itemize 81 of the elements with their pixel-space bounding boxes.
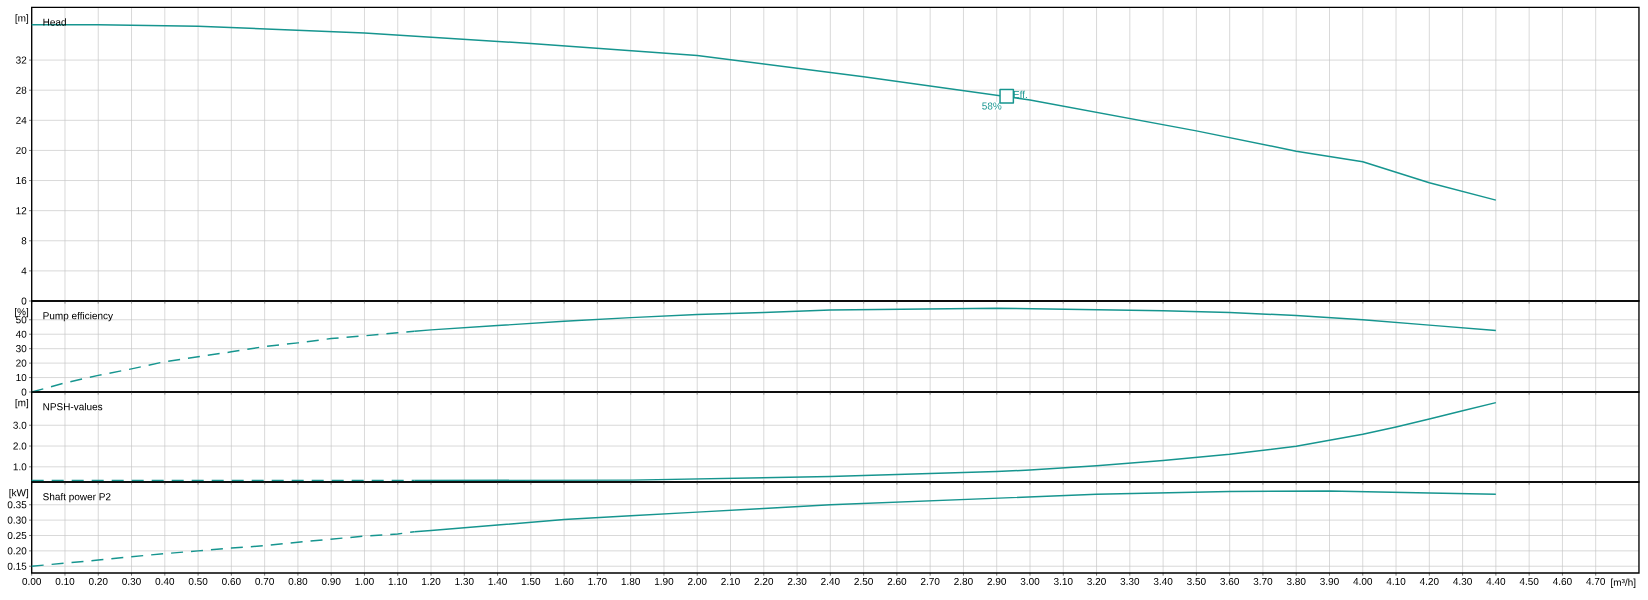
- y-tick-label: 0: [21, 388, 27, 396]
- y-tick-label: 24: [16, 116, 27, 124]
- y-tick-label: 30: [16, 345, 27, 353]
- x-tick-label: 4.70: [1586, 577, 1606, 586]
- x-tick-label: 3.60: [1220, 577, 1239, 586]
- x-tick-label: 0.40: [155, 577, 175, 586]
- y-tick-label: 0: [21, 297, 27, 305]
- y-axis-title: [kW]: [9, 488, 29, 499]
- x-tick-label: 2.30: [787, 577, 807, 586]
- y-tick-label: 40: [15, 330, 27, 338]
- text: Shaft power P2: [43, 492, 111, 503]
- y-tick-label: 32: [16, 56, 27, 64]
- x-tick-label: 0.10: [55, 577, 75, 586]
- x-tick-label: 1.30: [455, 577, 474, 586]
- x-tick-label: 4.00: [1353, 577, 1373, 586]
- y-tick-label: 16: [16, 177, 27, 185]
- x-tick-label: 0.90: [321, 577, 341, 586]
- text: Pump efficiency: [43, 311, 114, 322]
- y-tick-label: 0.20: [7, 547, 27, 555]
- y-tick-label: 20: [16, 146, 27, 154]
- x-tick-label: 0.30: [122, 577, 141, 586]
- x-tick-label: 3.80: [1286, 577, 1306, 586]
- x-tick-label: 0.20: [88, 577, 108, 586]
- x-tick-label: 3.50: [1187, 577, 1206, 586]
- x-tick-label: 3.10: [1053, 577, 1073, 586]
- x-tick-label: 3.40: [1153, 577, 1173, 586]
- y-tick-label: 2.0: [13, 442, 27, 450]
- x-tick-label: 1.60: [555, 577, 574, 586]
- y-tick-label: 0.30: [7, 516, 27, 524]
- y-tick-label: 0.25: [7, 531, 27, 540]
- x-tick-label: 4.60: [1552, 577, 1572, 586]
- x-tick-label: 0.70: [255, 577, 274, 586]
- y-tick-label: 4: [21, 267, 27, 275]
- x-tick-label: 2.10: [721, 577, 740, 586]
- y-axis-title: [%]: [15, 307, 29, 318]
- y-tick-label: 50: [16, 316, 27, 324]
- x-tick-label: 2.90: [987, 577, 1007, 586]
- x-tick-label: 2.00: [688, 577, 707, 586]
- y-tick-label: 20: [16, 359, 27, 367]
- x-tick-label: 0.50: [188, 577, 208, 586]
- x-tick-label: 4.10: [1386, 577, 1406, 586]
- x-tick-label: 2.40: [821, 577, 840, 586]
- x-tick-label: 1.90: [654, 577, 674, 586]
- y-tick-label: 10: [16, 374, 27, 382]
- x-tick-label: 2.50: [854, 577, 873, 586]
- x-tick-label: 0.00: [22, 577, 42, 586]
- y-tick-label: 3.0: [13, 421, 27, 429]
- x-tick-label: 1.80: [621, 577, 641, 586]
- text: NPSH-values: [43, 402, 103, 411]
- x-axis-title: [m³/h]: [1611, 578, 1636, 588]
- x-tick-label: 1.70: [588, 577, 607, 586]
- y-tick-label: 12: [16, 207, 27, 215]
- x-tick-label: 2.20: [754, 577, 774, 586]
- x-tick-label: 0.80: [288, 577, 308, 586]
- x-tick-label: 2.60: [887, 577, 907, 586]
- y-axis-title: [m]: [15, 14, 29, 24]
- x-tick-label: 4.20: [1419, 577, 1439, 586]
- x-tick-label: 1.50: [521, 577, 541, 586]
- y-axis-title: [m]: [15, 398, 29, 409]
- x-tick-label: 4.40: [1486, 577, 1506, 586]
- x-tick-label: 1.40: [488, 577, 507, 586]
- x-tick-label: 4.50: [1519, 577, 1539, 586]
- text: Head: [43, 18, 66, 26]
- x-tick-label: 3.20: [1087, 577, 1106, 586]
- y-tick-label: 8: [21, 237, 27, 245]
- x-tick-label: 3.90: [1320, 577, 1339, 586]
- annotation: 58%: [982, 102, 1002, 110]
- x-tick-label: 1.20: [422, 577, 441, 586]
- x-tick-label: 1.00: [355, 577, 374, 586]
- x-tick-label: 3.30: [1120, 577, 1140, 586]
- y-tick-label: 1.0: [13, 463, 27, 471]
- x-tick-label: 0.60: [222, 577, 241, 586]
- y-tick-label: 0.35: [7, 501, 27, 509]
- x-tick-label: 4.30: [1453, 577, 1472, 586]
- x-tick-label: 2.80: [954, 577, 973, 586]
- y-tick-label: 28: [16, 86, 27, 94]
- x-tick-label: 3.00: [1020, 577, 1040, 586]
- x-tick-label: 1.10: [388, 577, 408, 586]
- x-tick-label: 2.70: [920, 577, 940, 586]
- x-tick-label: 3.70: [1253, 577, 1273, 586]
- y-tick-label: 0.15: [7, 562, 27, 570]
